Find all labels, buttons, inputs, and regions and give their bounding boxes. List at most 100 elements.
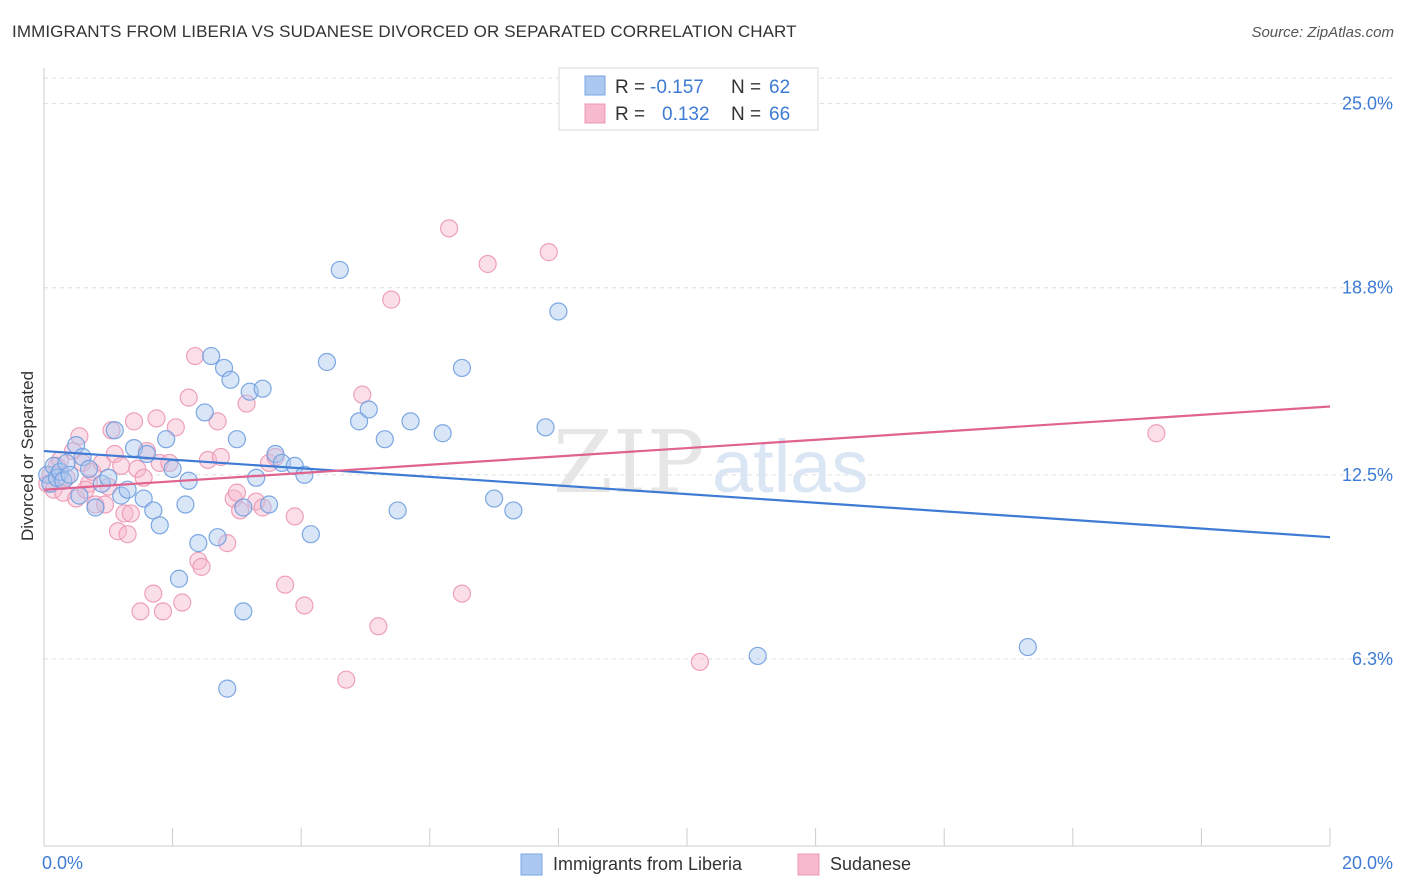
- sudanese-point: [295, 596, 314, 615]
- sudanese-point: [144, 584, 163, 603]
- sudanese-point: [285, 507, 304, 526]
- stats-legend: R = -0.157 N = 62 R = 0.132 N = 66: [558, 67, 819, 131]
- liberia-point: [253, 379, 272, 398]
- sudanese-point: [452, 584, 472, 603]
- liberia-point: [99, 468, 118, 487]
- liberia-point: [247, 468, 266, 487]
- x-tick-label-min: 0.0%: [42, 853, 83, 873]
- chart-title: IMMIGRANTS FROM LIBERIA VS SUDANESE DIVO…: [12, 22, 797, 41]
- stats-pink-n-label: N =: [731, 104, 761, 125]
- sudanese-point: [237, 394, 256, 413]
- y-tick-labels: 6.3% 12.5% 18.8% 25.0%: [1342, 94, 1393, 669]
- liberia-point: [70, 486, 89, 505]
- stats-blue-n-label: N =: [731, 77, 761, 98]
- sudanese-point: [690, 652, 709, 671]
- sudanese-point: [218, 534, 237, 553]
- sudanese-point: [128, 459, 147, 478]
- liberia-point: [452, 358, 472, 378]
- sudanese-point: [382, 290, 401, 309]
- sudanese-point: [153, 602, 173, 621]
- stats-legend-swatch-pink: [584, 103, 606, 124]
- liberia-point: [105, 421, 124, 440]
- sudanese-point: [208, 412, 227, 431]
- sudanese-point: [115, 504, 134, 523]
- liberia-point: [1018, 637, 1037, 657]
- liberia-point: [259, 495, 279, 514]
- y-tick-label: 25.0%: [1342, 94, 1393, 114]
- legend-swatch-sudanese: [797, 853, 820, 876]
- liberia-point: [86, 498, 105, 517]
- liberia-point: [234, 602, 253, 621]
- sudanese-point: [173, 593, 192, 612]
- liberia-point: [295, 465, 314, 484]
- stats-blue-n-value: 62: [769, 77, 790, 98]
- x-tick-label-max: 20.0%: [1342, 853, 1393, 873]
- liberia-point: [317, 352, 337, 372]
- liberia-point: [433, 424, 452, 443]
- liberia-point: [330, 260, 349, 280]
- legend-swatch-liberia: [520, 853, 543, 876]
- stats-pink-n-value: 66: [769, 104, 790, 125]
- sudanese-point: [131, 602, 150, 621]
- liberia-point: [208, 528, 227, 547]
- liberia-point: [301, 525, 320, 544]
- sudanese-point: [478, 254, 497, 274]
- liberia-point: [169, 569, 189, 588]
- grid-lines: [44, 77, 1395, 660]
- liberia-point: [134, 489, 153, 508]
- sudanese-point: [192, 557, 211, 576]
- legend-label-sudanese: Sudanese: [830, 854, 911, 874]
- liberia-trend-line: [43, 449, 1331, 539]
- liberia-point: [202, 346, 221, 366]
- liberia-point: [189, 534, 208, 553]
- liberia-point: [163, 459, 182, 478]
- liberia-point: [359, 400, 378, 419]
- sudanese-point: [231, 501, 250, 520]
- y-tick-label: 6.3%: [1352, 649, 1393, 669]
- x-ticks: [43, 828, 1331, 846]
- stats-blue-r-label: R =: [615, 77, 645, 98]
- sudanese-point: [121, 504, 140, 523]
- stats-blue-r-value: -0.157: [650, 77, 704, 98]
- sudanese-point: [439, 219, 459, 238]
- sudanese-point: [147, 409, 166, 428]
- legend-label-liberia: Immigrants from Liberia: [553, 854, 743, 874]
- liberia-point: [536, 418, 555, 437]
- series-liberia-points: [38, 260, 1037, 698]
- y-tick-label: 12.5%: [1342, 465, 1393, 485]
- stats-pink-r-label: R =: [615, 104, 645, 125]
- liberia-point: [549, 302, 568, 321]
- sudanese-point: [276, 575, 295, 594]
- trend-lines: [43, 405, 1331, 539]
- sudanese-point: [211, 447, 230, 467]
- sudanese-point: [337, 670, 356, 689]
- stats-legend-swatch-blue: [584, 75, 606, 96]
- sudanese-point: [112, 456, 131, 476]
- sudanese-point: [186, 346, 205, 366]
- liberia-point: [504, 501, 523, 520]
- liberia-point: [388, 501, 407, 520]
- liberia-point: [227, 430, 246, 449]
- liberia-point: [266, 444, 285, 464]
- watermark: ZIP atlas: [553, 413, 868, 513]
- liberia-point: [57, 453, 76, 473]
- sudanese-point: [1147, 424, 1166, 443]
- sudanese-point: [369, 617, 388, 636]
- liberia-point: [176, 495, 195, 514]
- liberia-point: [79, 459, 99, 478]
- liberia-point: [157, 430, 176, 449]
- sudanese-point: [166, 418, 185, 437]
- liberia-point: [60, 465, 79, 484]
- liberia-point: [150, 516, 169, 535]
- sudanese-point: [118, 525, 137, 544]
- liberia-point: [234, 498, 253, 517]
- watermark-zip: ZIP: [553, 413, 705, 513]
- y-tick-label: 18.8%: [1342, 278, 1393, 298]
- liberia-point: [218, 679, 237, 698]
- sudanese-trend-line: [43, 405, 1331, 491]
- liberia-point: [401, 412, 420, 431]
- stats-pink-r-value: 0.132: [662, 104, 710, 125]
- liberia-point: [349, 412, 369, 431]
- sudanese-point: [179, 388, 198, 407]
